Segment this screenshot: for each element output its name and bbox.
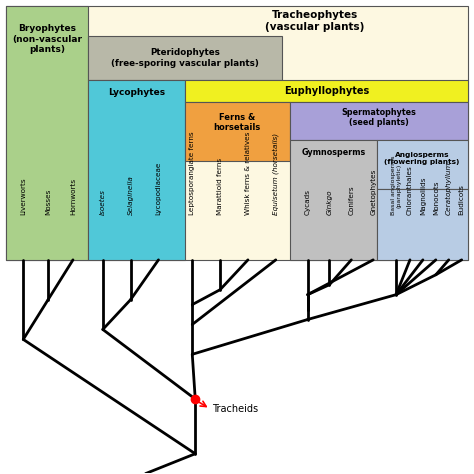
Text: Eudicots: Eudicots [459,184,465,215]
Text: Pteridophytes
(free-sporing vascular plants): Pteridophytes (free-sporing vascular pla… [111,48,259,68]
Bar [290,102,468,139]
Text: Ceratophyllum: Ceratophyllum [446,162,452,215]
Text: Mosses: Mosses [45,189,51,215]
Bar [377,139,468,189]
Text: Liverworts: Liverworts [20,177,26,215]
Text: Leptosporangiate ferns: Leptosporangiate ferns [189,131,195,215]
Text: Monocots: Monocots [433,181,439,215]
Text: Basal angiosperms
(paraphyletic): Basal angiosperms (paraphyletic) [391,155,401,215]
Bar [185,102,290,162]
Text: Magnoliids: Magnoliids [420,177,426,215]
Text: Conifers: Conifers [348,185,355,215]
Text: Cycads: Cycads [305,189,310,215]
Text: Spermatophytes
(seed plants): Spermatophytes (seed plants) [342,108,417,128]
Text: Tracheids: Tracheids [212,404,258,414]
Bar [6,6,88,260]
Bar [290,139,377,260]
Text: Angiosperms
(flowering plants): Angiosperms (flowering plants) [384,152,460,165]
Bar [88,80,185,260]
Text: Marattioid ferns: Marattioid ferns [217,158,223,215]
Text: Whisk ferns & relatives: Whisk ferns & relatives [245,132,251,215]
Bar [88,36,282,80]
Text: Gymnosperms: Gymnosperms [301,148,365,157]
Text: Selaginella: Selaginella [128,175,134,215]
Text: Ginkgo: Ginkgo [327,190,332,215]
Text: Chloranthales: Chloranthales [407,165,413,215]
Text: Lycopodiaceae: Lycopodiaceae [155,162,162,215]
Text: Hornworts: Hornworts [70,178,76,215]
Bar [6,6,468,260]
Text: Isoetes: Isoetes [100,189,106,215]
Text: Bryophytes
(non-vascular
plants): Bryophytes (non-vascular plants) [12,24,82,54]
Text: Lycophytes: Lycophytes [108,88,165,97]
Text: Euphyllophytes: Euphyllophytes [284,86,369,96]
Bar [377,189,468,260]
Text: Gnetophytes: Gnetophytes [370,169,376,215]
Text: Equisetum (horsetails): Equisetum (horsetails) [273,133,279,215]
Bar [185,80,468,102]
Text: Tracheophytes
(vascular plants): Tracheophytes (vascular plants) [265,10,364,32]
Text: Ferns &
horsetails: Ferns & horsetails [213,113,261,132]
